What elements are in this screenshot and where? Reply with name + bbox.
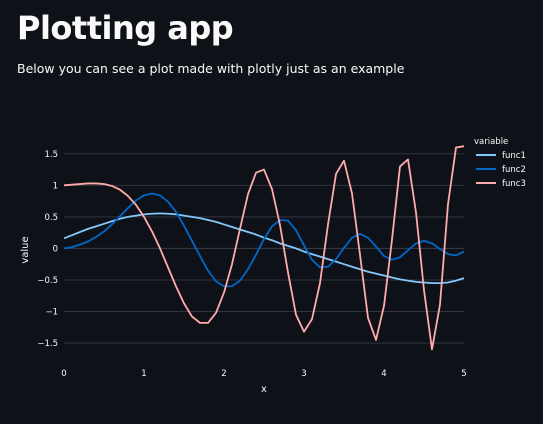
legend-item-func2[interactable]: func2 bbox=[502, 165, 526, 175]
legend[interactable]: variable func1 func2 func3 bbox=[474, 137, 526, 189]
x-tick-label: 1 bbox=[141, 369, 146, 379]
legend-item-func3[interactable]: func3 bbox=[502, 179, 526, 189]
y-tick-label: 0.5 bbox=[44, 213, 58, 223]
x-tick-label: 4 bbox=[381, 369, 386, 379]
x-tick-label: 2 bbox=[221, 369, 226, 379]
plot-area[interactable] bbox=[63, 145, 465, 351]
page-description: Below you can see a plot made with plotl… bbox=[17, 61, 405, 76]
y-tick-label: 1 bbox=[53, 181, 58, 191]
x-tick-label: 3 bbox=[301, 369, 306, 379]
series-line-func2[interactable] bbox=[63, 192, 465, 288]
y-tick-label: 0 bbox=[53, 244, 58, 254]
series-line-func3[interactable] bbox=[63, 145, 465, 351]
x-axis-title: x bbox=[261, 384, 267, 395]
legend-title: variable bbox=[474, 137, 508, 147]
grid-lines bbox=[64, 153, 464, 344]
x-axis-ticks: 0 1 2 3 4 5 bbox=[61, 369, 466, 379]
y-tick-label: 1.5 bbox=[44, 150, 58, 160]
y-tick-label: −1.5 bbox=[37, 339, 58, 349]
y-tick-label: −0.5 bbox=[37, 276, 58, 286]
page-title: Plotting app bbox=[17, 9, 234, 47]
x-tick-label: 5 bbox=[461, 369, 466, 379]
chart-svg[interactable]: 1.5 1 0.5 0 −0.5 −1 −1.5 0 1 2 3 4 5 x value variab… bbox=[0, 130, 543, 400]
y-tick-label: −1 bbox=[45, 308, 58, 318]
plotly-chart[interactable]: 1.5 1 0.5 0 −0.5 −1 −1.5 0 1 2 3 4 5 x value variab… bbox=[0, 130, 543, 400]
y-axis-ticks: 1.5 1 0.5 0 −0.5 −1 −1.5 bbox=[37, 150, 58, 349]
y-axis-title: value bbox=[20, 236, 31, 263]
legend-item-func1[interactable]: func1 bbox=[502, 151, 526, 161]
x-tick-label: 0 bbox=[61, 369, 66, 379]
